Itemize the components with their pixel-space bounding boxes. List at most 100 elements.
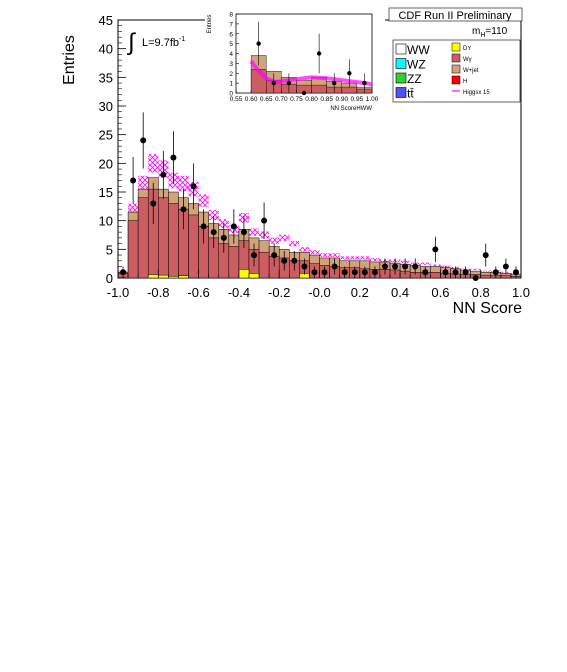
lumi-label: L=9.7fb-1 <box>142 36 185 49</box>
data-point <box>371 269 378 276</box>
data-point <box>230 223 237 230</box>
band-bin <box>208 209 219 220</box>
data-point <box>180 206 187 213</box>
legend-label: DY <box>463 46 471 52</box>
lumi-sup: -1 <box>179 36 185 43</box>
band-bin <box>138 175 149 191</box>
bar <box>248 273 260 279</box>
bar <box>480 274 492 279</box>
inset-y-tick-label: 7 <box>229 21 233 28</box>
mass-label-sub: H <box>480 32 485 39</box>
inset-data-point <box>301 90 307 96</box>
x-tick-label: -0.0 <box>308 285 330 300</box>
y-axis-title: Entries <box>61 35 78 85</box>
band-bin <box>329 253 340 257</box>
data-point <box>432 246 439 253</box>
bar <box>158 197 169 279</box>
band-bin <box>248 228 260 236</box>
data-point <box>240 229 247 236</box>
inset-x-tick-label: 0.55 <box>230 96 243 103</box>
data-point <box>150 200 157 207</box>
data-point <box>140 137 147 144</box>
band-bin <box>359 256 370 260</box>
inset-x-tick-label: 0.70 <box>275 96 288 103</box>
band-bin <box>339 256 350 260</box>
y-tick-label: 15 <box>99 185 113 200</box>
inset-data-point <box>362 80 367 86</box>
legend-swatch <box>395 58 407 69</box>
inset-data-points <box>256 21 367 96</box>
x-tick-label: 0.2 <box>351 285 369 300</box>
data-point <box>130 177 137 184</box>
inset-y-tick-label: 5 <box>229 41 233 48</box>
legend-swatch <box>451 42 461 52</box>
legend-label: WZ <box>407 58 426 72</box>
legend-swatch <box>395 87 407 98</box>
bar <box>178 275 189 279</box>
bar <box>127 220 139 279</box>
inset-x-tick-label: 1.00 <box>366 96 379 103</box>
inset-data-point <box>347 71 352 76</box>
y-tick-label: 20 <box>99 156 113 171</box>
data-point <box>120 269 127 276</box>
inset-wgamma-bar <box>311 84 327 94</box>
x-tick-label: 0.6 <box>431 285 449 300</box>
data-point <box>341 269 348 276</box>
data-point <box>422 269 429 276</box>
inset-plot: 0.55 0.60 0.65 0.70 0.75 0.80 0.85 0.90 0.95 1.00… <box>205 8 385 113</box>
lumi-integral-symbol: ∫ <box>126 29 136 56</box>
header-title: CDF Run II Preliminary <box>398 10 512 22</box>
data-point <box>392 263 399 270</box>
data-point <box>220 234 227 241</box>
legend-label: Wγ <box>463 57 472 63</box>
band-bin <box>470 268 481 271</box>
y-tick-label: 10 <box>99 214 113 229</box>
bar <box>258 251 270 279</box>
x-tick-label: -0.6 <box>187 285 209 300</box>
bar <box>238 269 250 279</box>
inset-data-point <box>271 80 276 86</box>
inset-signal <box>249 60 373 87</box>
legend-label: WW <box>407 43 430 57</box>
band-bin <box>480 270 491 272</box>
bar <box>137 197 149 279</box>
inset-y-tick-label: 1 <box>229 81 233 88</box>
mass-label-value: =110 <box>485 26 507 37</box>
data-point <box>361 269 368 276</box>
data-point <box>442 269 449 276</box>
bar <box>188 214 199 279</box>
data-point <box>251 252 258 259</box>
data-point <box>281 257 288 264</box>
band-bin <box>319 253 330 257</box>
band-bin <box>178 175 189 191</box>
mass-label-m: m <box>472 26 480 37</box>
data-point <box>170 154 177 161</box>
data-point <box>351 269 358 276</box>
bar <box>168 203 179 279</box>
band-bin <box>349 256 360 260</box>
inset-data-point <box>256 41 261 46</box>
data-point <box>502 263 509 270</box>
legend-swatch <box>451 53 461 63</box>
bar <box>168 276 179 279</box>
bar <box>500 275 512 279</box>
legend-label: W+jet <box>463 68 479 74</box>
inset-signal-curve <box>249 60 373 87</box>
inset-x-tick-label: 0.75 <box>290 96 303 103</box>
data-point <box>200 223 207 230</box>
legend-swatch <box>395 43 407 55</box>
y-tick-label: 25 <box>99 128 113 143</box>
data-point <box>210 229 217 236</box>
data-point <box>402 263 409 270</box>
inset-x-tick-label: 0.85 <box>320 96 333 103</box>
data-points <box>120 112 519 281</box>
y-tick-label: 5 <box>106 242 113 257</box>
inset-y-tick-label: 3 <box>229 61 233 68</box>
bar <box>430 272 441 279</box>
inset-y-tick-label: 4 <box>229 51 233 58</box>
x-tick-label: -0.2 <box>268 285 290 300</box>
data-point <box>462 269 469 276</box>
mass-label: mH=110 <box>472 26 508 39</box>
data-point <box>482 252 489 259</box>
y-tick-label: 30 <box>99 99 113 114</box>
